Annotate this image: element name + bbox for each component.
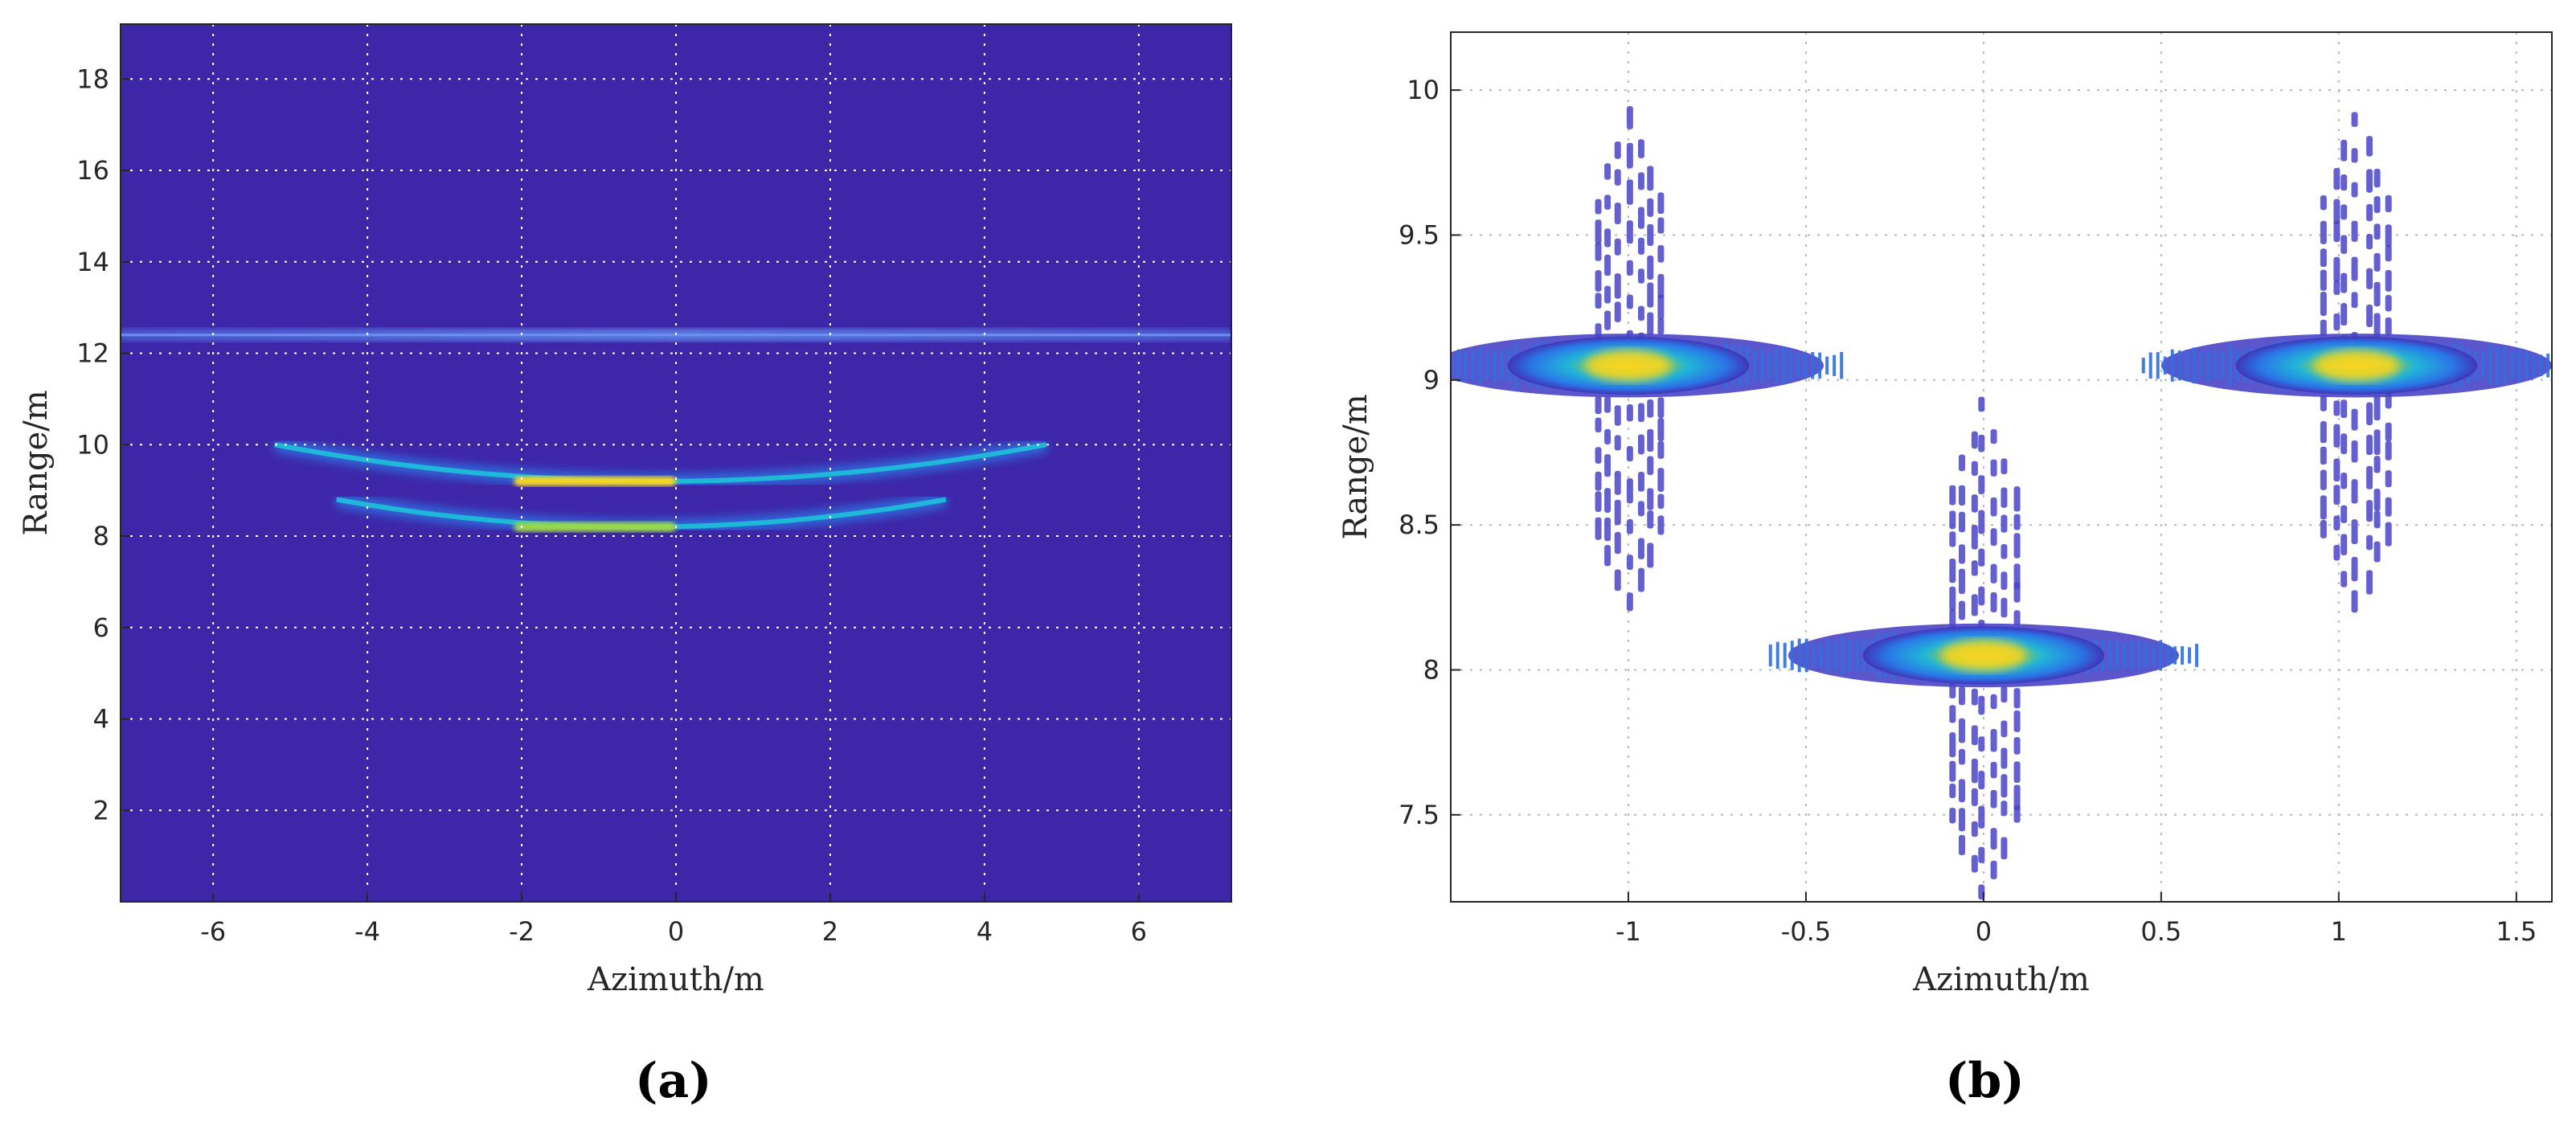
panel-a-ylabel: Range/m <box>18 390 55 535</box>
y-tick-label: 4 <box>93 704 109 735</box>
y-tick-label: 12 <box>76 338 109 369</box>
y-tick-label: 16 <box>76 155 109 186</box>
y-tick-label: 2 <box>93 795 109 825</box>
panel-b: -1 -0.5 0 0.5 1 1.5 7.5 8 8.5 9 9.5 10 Azimuth/m R… <box>1337 31 2553 1109</box>
panel-a: -6 -4 -2 0 2 4 6 2 4 6 8 10 12 14 16 18 Azimuth/m Rang… <box>18 23 1232 1109</box>
y-tick-label: 8.5 <box>1399 510 1440 540</box>
panel-b-ylabel: Range/m <box>1337 394 1374 539</box>
target-arc-peak <box>514 476 676 486</box>
x-tick-label: 6 <box>1131 916 1147 947</box>
panel-b-yticks: 7.5 8 8.5 9 9.5 10 <box>1399 75 1460 830</box>
target-response <box>1451 105 1844 612</box>
y-tick-label: 8 <box>1423 654 1440 685</box>
x-tick-label: -6 <box>200 916 226 947</box>
y-tick-label: 6 <box>93 612 109 643</box>
y-tick-label: 10 <box>1407 75 1440 105</box>
panel-a-yticks: 2 4 6 8 10 12 14 16 18 <box>76 63 130 825</box>
x-tick-label: 2 <box>822 916 838 947</box>
y-tick-label: 14 <box>76 247 109 277</box>
y-tick-label: 7.5 <box>1399 800 1440 830</box>
panel-b-xlabel: Azimuth/m <box>1912 961 2090 998</box>
x-tick-label: -1 <box>1616 916 1641 947</box>
x-tick-label: 1.5 <box>2496 916 2537 947</box>
panel-a-xlabel: Azimuth/m <box>587 961 764 998</box>
x-tick-label: 0.5 <box>2140 916 2181 947</box>
x-tick-label: 0 <box>668 916 684 947</box>
target-arc-peak <box>514 522 676 532</box>
panel-a-xticks: -6 -4 -2 0 2 4 6 <box>200 892 1147 947</box>
panel-a-caption: (a) <box>635 1053 712 1109</box>
x-tick-label: 4 <box>977 916 993 947</box>
y-tick-label: 8 <box>93 521 109 551</box>
x-tick-label: -4 <box>354 916 380 947</box>
panel-b-frame <box>1450 31 2553 903</box>
panel-b-caption: (b) <box>1945 1053 2025 1109</box>
x-tick-label: 0 <box>1976 916 1992 947</box>
target-response <box>1768 396 2199 900</box>
panel-a-background <box>121 24 1231 902</box>
y-tick-label: 9 <box>1423 365 1440 395</box>
panel-b-heat <box>1451 105 2552 900</box>
target-response <box>2141 112 2552 613</box>
x-tick-label: 1 <box>2331 916 2347 947</box>
x-tick-label: -2 <box>509 916 534 947</box>
x-tick-label: -0.5 <box>1781 916 1831 947</box>
y-tick-label: 9.5 <box>1399 219 1440 250</box>
y-tick-label: 10 <box>76 429 109 460</box>
panel-a-grid <box>121 24 1231 902</box>
panel-b-xticks: -1 -0.5 0 0.5 1 1.5 <box>1616 892 2537 947</box>
y-tick-label: 18 <box>76 63 109 94</box>
